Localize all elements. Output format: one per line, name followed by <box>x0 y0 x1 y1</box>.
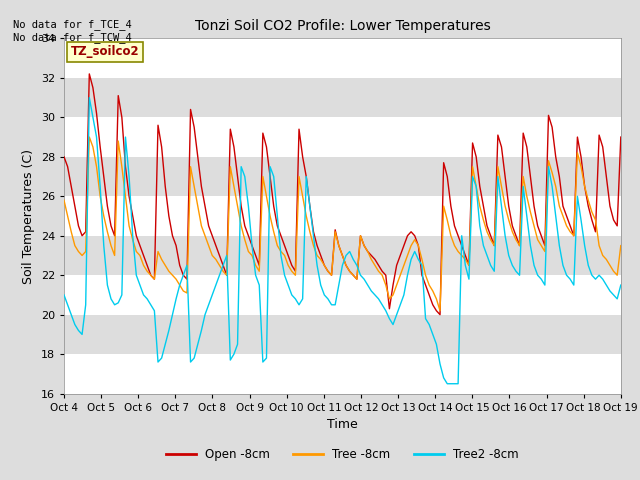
Legend: Open -8cm, Tree -8cm, Tree2 -8cm: Open -8cm, Tree -8cm, Tree2 -8cm <box>161 444 524 466</box>
Bar <box>64 315 621 354</box>
Bar <box>64 117 621 157</box>
Text: No data for f_TCE_4
No data for f_TCW_4: No data for f_TCE_4 No data for f_TCW_4 <box>13 19 132 43</box>
Bar <box>64 196 621 236</box>
X-axis label: Time: Time <box>327 418 358 431</box>
Bar <box>64 157 621 196</box>
Title: Tonzi Soil CO2 Profile: Lower Temperatures: Tonzi Soil CO2 Profile: Lower Temperatur… <box>195 19 490 33</box>
Bar <box>64 38 621 78</box>
Text: TZ_soilco2: TZ_soilco2 <box>71 45 140 59</box>
Y-axis label: Soil Temperatures (C): Soil Temperatures (C) <box>22 148 35 284</box>
Bar <box>64 354 621 394</box>
Bar <box>64 236 621 275</box>
Bar <box>64 275 621 315</box>
Bar <box>64 78 621 117</box>
